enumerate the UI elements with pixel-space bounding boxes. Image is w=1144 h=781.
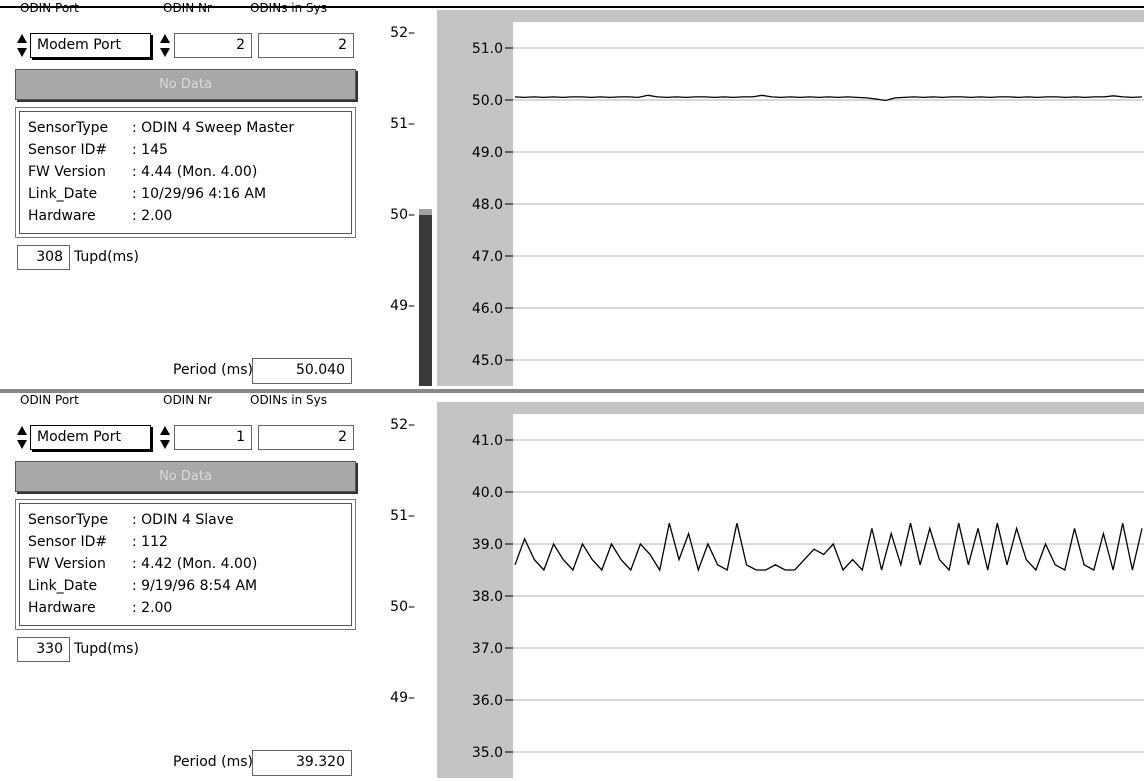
info-value: : 4.44 (Mon. 4.00) — [132, 164, 258, 180]
y-tick-label: 37.0 — [472, 641, 503, 657]
y-tick-label: 35.0 — [472, 745, 503, 761]
period-chart: 41.0 40.0 39.0 38.0 37.0 36.0 35.0 — [437, 402, 1144, 778]
y-tick-label: 51.0 — [472, 41, 503, 57]
gauge-fill-cap — [419, 209, 432, 215]
gauge-tick-label: 49– — [390, 690, 415, 706]
tupd-field[interactable]: 330 — [17, 637, 70, 662]
gauge-tick-label: 50– — [390, 599, 415, 615]
sensor-info-box: SensorType : ODIN 4 Sweep Master Sensor ID… — [15, 107, 356, 238]
down-arrow-icon[interactable] — [17, 440, 27, 449]
y-tick-label: 49.0 — [472, 145, 503, 161]
up-arrow-icon[interactable] — [160, 34, 170, 43]
no-data-button[interactable]: No Data — [15, 461, 356, 492]
port-dropdown[interactable]: Modem Port — [30, 33, 151, 58]
tupd-label: Tupd(ms) — [74, 249, 139, 265]
info-key: Hardware — [28, 600, 96, 616]
down-arrow-icon[interactable] — [160, 48, 170, 57]
gauge-tick-label: 50– — [390, 207, 415, 223]
y-tick-label: 47.0 — [472, 249, 503, 265]
period-chart: 51.0 50.0 49.0 48.0 47.0 46.0 45.0 — [437, 10, 1144, 386]
up-arrow-icon[interactable] — [17, 426, 27, 435]
info-key: Link_Date — [28, 186, 98, 202]
y-tick-label: 38.0 — [472, 589, 503, 605]
odin-nr-header: ODIN Nr — [163, 1, 212, 15]
y-tick-label: 39.0 — [472, 537, 503, 553]
tupd-field[interactable]: 308 — [17, 245, 70, 270]
gauge-fill-bar — [419, 215, 432, 386]
period-label: Period (ms) — [173, 754, 253, 770]
chart-svg: 51.0 50.0 49.0 48.0 47.0 46.0 45.0 — [472, 22, 1144, 386]
y-tick-label: 46.0 — [472, 301, 503, 317]
odin-nr-field[interactable]: 2 — [174, 33, 252, 58]
sensor-info-box: SensorType : ODIN 4 Slave Sensor ID# : 112 F… — [15, 499, 356, 630]
y-tick-label: 40.0 — [472, 485, 503, 501]
gauge-tick-label: 51– — [390, 508, 415, 524]
up-arrow-icon[interactable] — [17, 34, 27, 43]
series-line — [514, 523, 1143, 573]
gauge-tick-label: 49– — [390, 298, 415, 314]
info-value: : 2.00 — [132, 600, 173, 616]
odin-nr-header: ODIN Nr — [163, 393, 212, 407]
info-value: : ODIN 4 Slave — [132, 512, 234, 528]
info-key: SensorType — [28, 512, 109, 528]
tupd-label: Tupd(ms) — [74, 641, 139, 657]
info-key: FW Version — [28, 164, 106, 180]
y-tick-label: 50.0 — [472, 93, 503, 109]
info-value: : 9/19/96 8:54 AM — [132, 578, 258, 594]
port-stepper[interactable] — [17, 32, 27, 60]
info-value: : 145 — [132, 142, 168, 158]
port-stepper[interactable] — [17, 424, 27, 452]
info-key: Link_Date — [28, 578, 98, 594]
info-value: : 4.42 (Mon. 4.00) — [132, 556, 258, 572]
nr-stepper[interactable] — [160, 424, 170, 452]
info-inner-border — [19, 503, 352, 626]
period-label: Period (ms) — [173, 362, 253, 378]
period-field[interactable]: 50.040 — [252, 358, 352, 384]
info-value: : ODIN 4 Sweep Master — [132, 120, 295, 136]
sensor-panel-master: ODIN Port ODIN Nr ODINs in Sys Modem Por… — [0, 0, 1144, 389]
odin-nr-field[interactable]: 1 — [174, 425, 252, 450]
info-value: : 112 — [132, 534, 168, 550]
info-value: : 2.00 — [132, 208, 173, 224]
info-inner-border — [19, 111, 352, 234]
period-field[interactable]: 39.320 — [252, 750, 352, 776]
no-data-button[interactable]: No Data — [15, 69, 356, 100]
y-tick-label: 48.0 — [472, 197, 503, 213]
odins-in-sys-header: ODINs in Sys — [250, 393, 327, 407]
y-tick-label: 41.0 — [472, 433, 503, 449]
chart-svg: 41.0 40.0 39.0 38.0 37.0 36.0 35.0 — [472, 414, 1144, 778]
info-key: Hardware — [28, 208, 96, 224]
gauge-tick-label: 51– — [390, 116, 415, 132]
down-arrow-icon[interactable] — [160, 440, 170, 449]
odins-in-sys-field[interactable]: 2 — [258, 425, 354, 450]
info-key: SensorType — [28, 120, 109, 136]
top-border-line — [0, 6, 1144, 8]
down-arrow-icon[interactable] — [17, 48, 27, 57]
gauge-tick-label: 52– — [390, 25, 415, 41]
info-key: Sensor ID# — [28, 534, 108, 550]
gauge-tick-label: 52– — [390, 417, 415, 433]
series-line — [514, 94, 1143, 102]
panel-separator — [0, 389, 1144, 393]
odin-port-header: ODIN Port — [20, 1, 79, 15]
odin-port-header: ODIN Port — [20, 393, 79, 407]
port-dropdown[interactable]: Modem Port — [30, 425, 151, 450]
info-value: : 10/29/96 4:16 AM — [132, 186, 267, 202]
sensor-panel-slave: ODIN Port ODIN Nr ODINs in Sys Modem Por… — [0, 392, 1144, 781]
y-tick-label: 45.0 — [472, 353, 503, 369]
info-key: Sensor ID# — [28, 142, 108, 158]
info-key: FW Version — [28, 556, 106, 572]
odins-in-sys-field[interactable]: 2 — [258, 33, 354, 58]
up-arrow-icon[interactable] — [160, 426, 170, 435]
y-tick-label: 36.0 — [472, 693, 503, 709]
odins-in-sys-header: ODINs in Sys — [250, 1, 327, 15]
nr-stepper[interactable] — [160, 32, 170, 60]
